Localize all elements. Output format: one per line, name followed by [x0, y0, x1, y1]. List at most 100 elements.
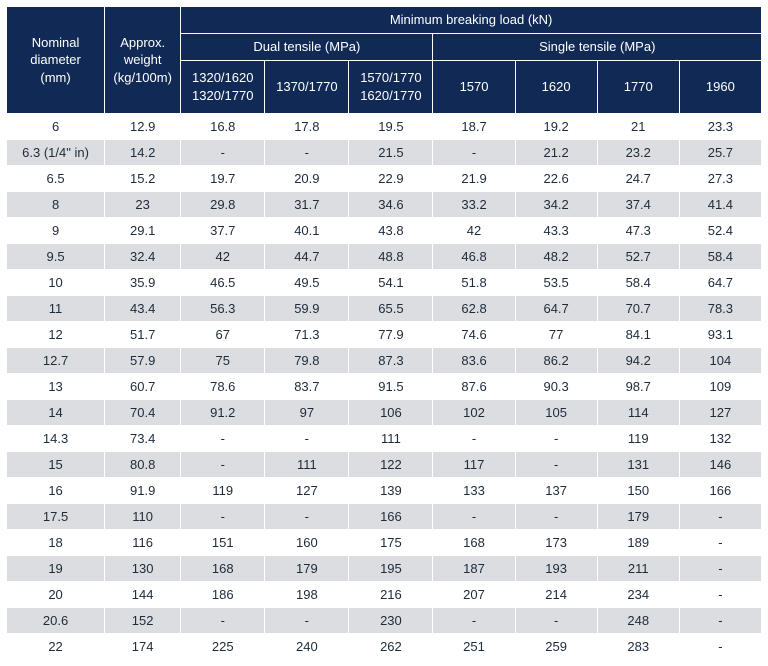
table-cell: 27.3: [679, 166, 761, 192]
table-cell: 198: [265, 582, 349, 608]
table-cell: 91.2: [181, 400, 265, 426]
col-single-1620: 1620: [515, 61, 597, 114]
table-cell: 42: [181, 244, 265, 270]
table-cell: 251: [433, 634, 515, 660]
table-cell: 43.3: [515, 218, 597, 244]
table-cell: 40.1: [265, 218, 349, 244]
table-cell: 22.9: [349, 166, 433, 192]
table-row: 612.916.817.819.518.719.22123.3: [7, 114, 762, 140]
col-dual-tensile: Dual tensile (MPa): [181, 34, 433, 61]
table-cell: 34.6: [349, 192, 433, 218]
table-cell: 84.1: [597, 322, 679, 348]
table-cell: 29.1: [105, 218, 181, 244]
table-cell: 207: [433, 582, 515, 608]
table-row: 20144186198216207214234-: [7, 582, 762, 608]
table-cell: -: [679, 530, 761, 556]
col-single-1960: 1960: [679, 61, 761, 114]
table-cell: 106: [349, 400, 433, 426]
header-text: 1620/1770: [349, 87, 432, 105]
table-cell: 21.9: [433, 166, 515, 192]
table-cell: 60.7: [105, 374, 181, 400]
col-dual-1370-1770: 1370/1770: [265, 61, 349, 114]
table-cell: 104: [679, 348, 761, 374]
table-cell: 6.5: [7, 166, 105, 192]
table-cell: 117: [433, 452, 515, 478]
table-cell: 19.7: [181, 166, 265, 192]
table-cell: 62.8: [433, 296, 515, 322]
table-cell: 11: [7, 296, 105, 322]
table-cell: 52.7: [597, 244, 679, 270]
table-cell: 41.4: [679, 192, 761, 218]
table-cell: 259: [515, 634, 597, 660]
table-cell: 195: [349, 556, 433, 582]
table-cell: 74.6: [433, 322, 515, 348]
table-cell: 71.3: [265, 322, 349, 348]
table-cell: 80.8: [105, 452, 181, 478]
table-cell: 174: [105, 634, 181, 660]
table-cell: -: [265, 426, 349, 452]
table-cell: 152: [105, 608, 181, 634]
table-cell: 139: [349, 478, 433, 504]
col-nominal-diameter: Nominaldiameter(mm): [7, 7, 105, 114]
table-cell: 166: [679, 478, 761, 504]
table-cell: 23.3: [679, 114, 761, 140]
header-text: Approx.weight(kg/100m): [105, 34, 180, 87]
table-row: 1143.456.359.965.562.864.770.778.3: [7, 296, 762, 322]
table-cell: -: [679, 504, 761, 530]
table-cell: 20: [7, 582, 105, 608]
table-cell: 262: [349, 634, 433, 660]
table-cell: -: [181, 452, 265, 478]
table-cell: 70.7: [597, 296, 679, 322]
table-cell: 21.2: [515, 140, 597, 166]
table-row: 17.5110--166--179-: [7, 504, 762, 530]
table-cell: 230: [349, 608, 433, 634]
table-cell: 31.7: [265, 192, 349, 218]
header-text: 1320/1620: [181, 69, 264, 87]
table-cell: 49.5: [265, 270, 349, 296]
table-cell: 51.8: [433, 270, 515, 296]
table-cell: 90.3: [515, 374, 597, 400]
table-cell: 114: [597, 400, 679, 426]
table-cell: 77.9: [349, 322, 433, 348]
table-cell: 98.7: [597, 374, 679, 400]
table-cell: 186: [181, 582, 265, 608]
table-cell: 15: [7, 452, 105, 478]
table-cell: 43.8: [349, 218, 433, 244]
table-cell: 132: [679, 426, 761, 452]
table-cell: 57.9: [105, 348, 181, 374]
table-cell: 9.5: [7, 244, 105, 270]
table-cell: 119: [597, 426, 679, 452]
table-cell: 225: [181, 634, 265, 660]
table-cell: 240: [265, 634, 349, 660]
table-cell: 119: [181, 478, 265, 504]
table-cell: 14: [7, 400, 105, 426]
table-cell: -: [265, 504, 349, 530]
table-cell: 173: [515, 530, 597, 556]
table-cell: 13: [7, 374, 105, 400]
header-text: Nominaldiameter(mm): [7, 34, 104, 87]
table-cell: 94.2: [597, 348, 679, 374]
col-dual-1320-1620: 1320/1620 1320/1770: [181, 61, 265, 114]
table-cell: 23: [105, 192, 181, 218]
table-cell: -: [181, 504, 265, 530]
table-cell: 91.5: [349, 374, 433, 400]
table-cell: 187: [433, 556, 515, 582]
table-cell: -: [433, 426, 515, 452]
table-cell: 105: [515, 400, 597, 426]
table-cell: 17.8: [265, 114, 349, 140]
table-cell: 37.7: [181, 218, 265, 244]
table-cell: 12: [7, 322, 105, 348]
table-cell: 19: [7, 556, 105, 582]
table-cell: 211: [597, 556, 679, 582]
table-cell: 175: [349, 530, 433, 556]
table-cell: 51.7: [105, 322, 181, 348]
table-cell: -: [433, 608, 515, 634]
table-cell: 78.3: [679, 296, 761, 322]
table-cell: 179: [265, 556, 349, 582]
table-cell: 160: [265, 530, 349, 556]
table-cell: -: [181, 140, 265, 166]
table-cell: 16.8: [181, 114, 265, 140]
table-cell: 34.2: [515, 192, 597, 218]
table-cell: 214: [515, 582, 597, 608]
col-single-1570: 1570: [433, 61, 515, 114]
